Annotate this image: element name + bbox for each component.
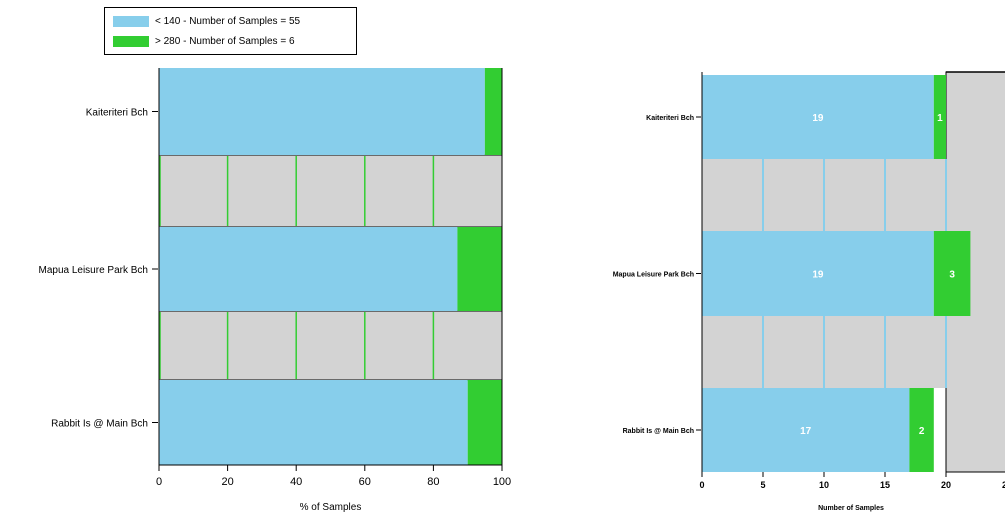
x-axis-title-left: % of Samples [300,502,362,513]
bar-right-below [702,75,934,159]
x-tick-label-right: 5 [760,480,765,490]
bar-right-below [702,388,910,472]
x-tick-label-right: 10 [819,480,829,490]
x-tick-label-left: 60 [359,476,371,488]
bar-right-above [909,388,934,472]
x-axis-title-right: Number of Samples [818,505,884,512]
bar-value-label-right: 3 [949,270,955,281]
bar-value-label-right: 2 [919,426,925,437]
bar-left-below [159,227,458,311]
category-label-left: Kaiteriteri Bch [86,108,148,119]
x-tick-label-right: 20 [941,480,951,490]
bar-value-label-right: 17 [800,426,812,437]
legend-label-below: < 140 - Number of Samples = 55 [155,15,301,27]
x-tick-label-right: 25 [1002,480,1005,490]
bar-right-above [933,231,971,316]
bar-left-above [467,380,502,465]
legend-swatch-above [113,35,149,47]
category-label-left: Rabbit Is @ Main Bch [51,419,148,430]
legend-swatch-below [113,15,149,27]
x-tick-label-left: 0 [156,476,162,488]
x-tick-label-left: 40 [290,476,302,488]
bar-left-above [484,68,502,155]
bar-value-label-right: 19 [812,113,824,124]
bar-value-label-right: 1 [937,113,943,124]
x-tick-label-left: 80 [427,476,439,488]
bar-left-below [159,68,485,155]
bar-value-label-right: 19 [812,270,824,281]
category-label-right: Rabbit Is @ Main Bch [623,428,694,435]
gap-band-left-1 [158,310,503,381]
gap-band-left-0 [158,154,503,228]
x-tick-label-left: 20 [221,476,233,488]
bar-right-above [933,75,946,159]
bar-right-below [702,231,934,316]
legend-item-above: > 280 - Number of Samples = 6 [113,34,295,48]
legend-label-above: > 280 - Number of Samples = 6 [155,35,295,47]
bar-left-below [159,380,468,465]
category-label-right: Mapua Leisure Park Bch [613,272,694,279]
bar-left-above [457,227,502,311]
x-tick-label-right: 0 [699,480,704,490]
x-tick-label-left: 100 [493,476,511,488]
category-label-right: Kaiteriteri Bch [646,115,694,122]
x-tick-label-right: 15 [880,480,890,490]
legend-item-below: < 140 - Number of Samples = 55 [113,14,300,28]
legend: < 140 - Number of Samples = 55 > 280 - N… [104,7,357,55]
category-label-left: Mapua Leisure Park Bch [38,265,148,276]
